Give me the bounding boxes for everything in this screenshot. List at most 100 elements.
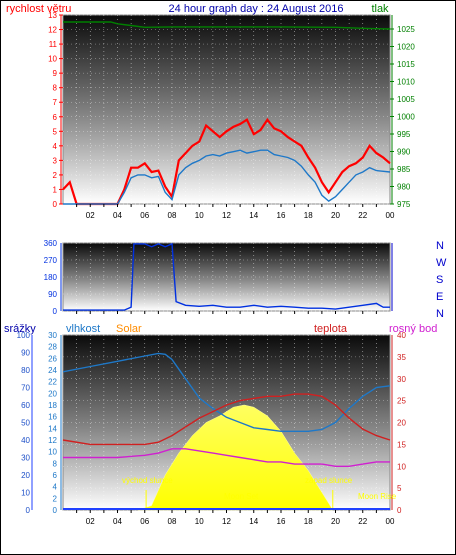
humidity-tick-label: 18 xyxy=(48,401,57,410)
rain-tick-label: 50 xyxy=(21,419,30,428)
compass-label: W xyxy=(436,257,447,269)
temperature-tick-label: 35 xyxy=(397,353,406,362)
x-tick-label: 12 xyxy=(222,211,231,220)
x-tick-label: 00 xyxy=(386,517,395,526)
temperature-label: teplota xyxy=(314,323,348,335)
rain-tick-label: 80 xyxy=(21,366,30,375)
solar-area xyxy=(137,404,334,511)
y-left-tick-label: 7 xyxy=(53,98,58,107)
temperature-tick-label: 5 xyxy=(397,484,402,493)
y-left-tick-label: 360 xyxy=(44,239,58,248)
rain-tick-label: 30 xyxy=(21,454,30,463)
y-right-tick-label: 1005 xyxy=(397,95,415,104)
y-left-tick-label: 9 xyxy=(53,69,58,78)
y-right-tick-label: 1000 xyxy=(397,113,415,122)
x-tick-label: 12 xyxy=(222,517,231,526)
temperature-tick-label: 25 xyxy=(397,397,406,406)
y-right-tick-label: 1015 xyxy=(397,60,415,69)
y-right-tick-label: 980 xyxy=(397,183,411,192)
y-left-tick-label: 5 xyxy=(53,127,58,136)
x-tick-label: 20 xyxy=(331,211,340,220)
y-right-tick-label: 990 xyxy=(397,148,411,157)
temperature-tick-label: 20 xyxy=(397,419,406,428)
rain-label: srážky xyxy=(4,323,36,335)
rain-tick-label: 20 xyxy=(21,471,30,480)
rain-tick-label: 90 xyxy=(21,349,30,358)
x-tick-label: 16 xyxy=(277,517,286,526)
humidity-tick-label: 12 xyxy=(48,436,57,445)
y-right-tick-label: 1020 xyxy=(397,43,415,52)
x-tick-label: 10 xyxy=(195,517,204,526)
y-left-tick-label: 0 xyxy=(53,200,58,209)
y-left-tick-label: 3 xyxy=(53,156,58,165)
humidity-label: vlhkost xyxy=(66,323,100,335)
wind-avg-line xyxy=(63,149,391,205)
rain-tick-label: 0 xyxy=(26,506,31,515)
y-left-tick-label: 1 xyxy=(53,185,58,194)
x-tick-label: 14 xyxy=(249,517,258,526)
temperature-tick-label: 10 xyxy=(397,462,406,471)
humidity-tick-label: 10 xyxy=(48,448,57,457)
y-right-tick-label: 995 xyxy=(397,130,411,139)
humidity-tick-label: 4 xyxy=(53,483,58,492)
x-tick-label: 06 xyxy=(140,517,149,526)
humidity-tick-label: 26 xyxy=(48,354,57,363)
y-left-tick-label: 10 xyxy=(48,55,57,64)
y-right-tick-label: 975 xyxy=(397,200,411,209)
y-right-tick-label: 985 xyxy=(397,165,411,174)
x-tick-label: 08 xyxy=(168,211,177,220)
y-left-tick-label: 90 xyxy=(48,290,57,299)
x-tick-label: 06 xyxy=(140,211,149,220)
humidity-tick-label: 20 xyxy=(48,389,57,398)
temperature-tick-label: 0 xyxy=(397,506,402,515)
compass-label: N xyxy=(436,308,444,320)
sunrise-label: východ slunce xyxy=(122,476,173,485)
rain-tick-label: 60 xyxy=(21,401,30,410)
y-left-tick-label: 180 xyxy=(44,273,58,282)
y-left-tick-label: 2 xyxy=(53,171,58,180)
sunset-label: západ slunce xyxy=(305,476,353,485)
wind-gust-line xyxy=(62,117,391,206)
y-left-tick-label: 6 xyxy=(53,113,58,122)
x-tick-label: 00 xyxy=(386,211,395,220)
humidity-tick-label: 2 xyxy=(53,494,58,503)
rain-tick-label: 40 xyxy=(21,436,30,445)
y-right-tick-label: 1025 xyxy=(397,25,415,34)
x-tick-label: 04 xyxy=(113,211,122,220)
x-tick-label: 02 xyxy=(86,517,95,526)
x-tick-label: 10 xyxy=(195,211,204,220)
y-left-tick-label: 12 xyxy=(48,26,57,35)
humidity-tick-label: 22 xyxy=(48,378,57,387)
pressure-label: tlak xyxy=(371,3,389,15)
rain-tick-label: 70 xyxy=(21,384,30,393)
humidity-tick-label: 30 xyxy=(48,331,57,340)
humidity-line xyxy=(62,352,391,432)
x-tick-label: 04 xyxy=(113,517,122,526)
direction-line xyxy=(63,242,390,311)
dewpoint-label: rosný bod xyxy=(389,323,437,335)
compass-label: S xyxy=(436,274,443,286)
pressure-line xyxy=(63,21,391,30)
compass-label: E xyxy=(436,291,443,303)
x-tick-label: 22 xyxy=(358,211,367,220)
y-left-tick-label: 4 xyxy=(53,142,58,151)
humidity-tick-label: 0 xyxy=(53,506,58,515)
x-tick-label: 02 xyxy=(86,211,95,220)
temperature-line xyxy=(62,393,391,446)
y-left-tick-label: 270 xyxy=(44,256,58,265)
humidity-tick-label: 14 xyxy=(48,424,57,433)
humidity-tick-label: 16 xyxy=(48,413,57,422)
compass-label: N xyxy=(436,240,444,252)
temperature-tick-label: 40 xyxy=(397,331,406,340)
humidity-tick-label: 8 xyxy=(53,459,58,468)
y-left-tick-label: 11 xyxy=(49,40,58,49)
temperature-tick-label: 30 xyxy=(397,375,406,384)
x-tick-label: 18 xyxy=(304,211,313,220)
moonset-label: Moon Set xyxy=(224,492,259,501)
solar-label: Solar xyxy=(116,323,142,335)
x-tick-label: 20 xyxy=(331,517,340,526)
panel-direction-bg xyxy=(62,242,391,312)
chart-title: 24 hour graph day : 24 August 2016 xyxy=(169,3,344,15)
y-left-tick-label: 0 xyxy=(53,307,58,316)
